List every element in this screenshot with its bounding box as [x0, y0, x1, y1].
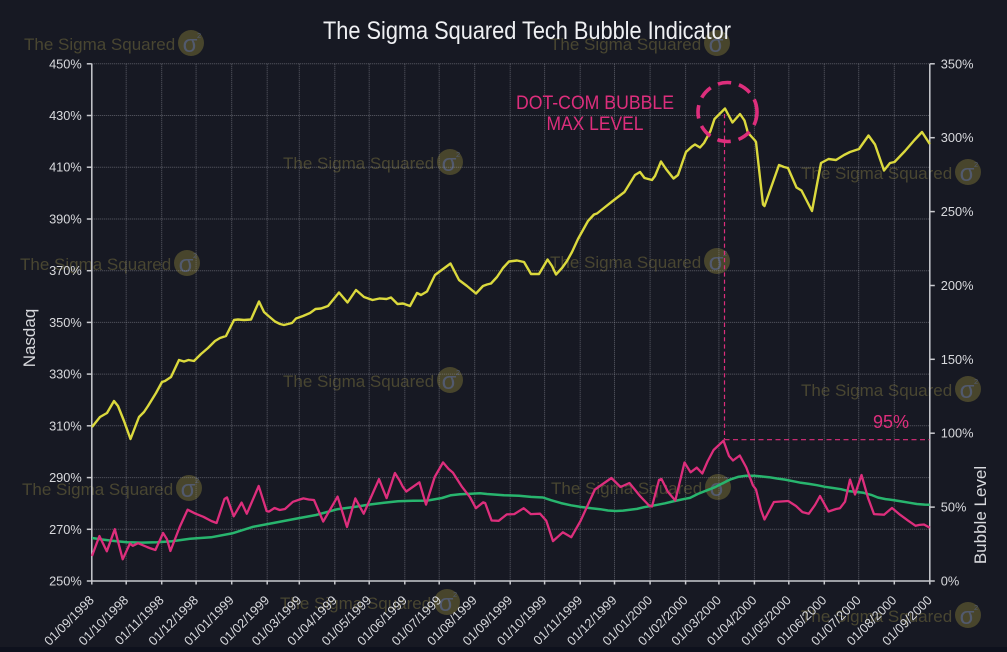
svg-text:The Sigma Squared: The Sigma Squared [283, 372, 434, 391]
svg-text:2: 2 [197, 31, 201, 40]
svg-text:2: 2 [456, 368, 460, 377]
svg-text:300%: 300% [941, 130, 974, 145]
svg-text:σ: σ [442, 368, 457, 395]
svg-text:The Sigma Squared: The Sigma Squared [24, 35, 175, 54]
svg-text:0%: 0% [941, 574, 960, 589]
svg-text:370%: 370% [49, 263, 82, 278]
svg-text:σ: σ [183, 31, 198, 58]
svg-text:DOT-COM BUBBLE: DOT-COM BUBBLE [516, 92, 674, 114]
svg-text:The Sigma Squared: The Sigma Squared [283, 154, 434, 173]
svg-text:σ: σ [960, 603, 975, 630]
svg-text:Bubble Level: Bubble Level [971, 466, 990, 564]
svg-text:Nasdaq: Nasdaq [20, 309, 39, 368]
svg-text:250%: 250% [49, 574, 82, 589]
svg-text:The Sigma Squared: The Sigma Squared [801, 381, 952, 400]
svg-text:2: 2 [453, 590, 457, 599]
svg-text:2: 2 [193, 251, 197, 260]
svg-text:450%: 450% [49, 56, 82, 71]
svg-text:350%: 350% [49, 315, 82, 330]
svg-text:2: 2 [723, 31, 727, 40]
svg-text:150%: 150% [941, 352, 974, 367]
svg-text:The Sigma Squared: The Sigma Squared [280, 594, 431, 613]
svg-text:270%: 270% [49, 522, 82, 537]
svg-text:The Sigma Squared: The Sigma Squared [550, 253, 701, 272]
svg-text:The Sigma Squared: The Sigma Squared [550, 35, 701, 54]
svg-text:2: 2 [974, 377, 978, 386]
svg-text:σ: σ [709, 31, 724, 58]
svg-text:σ: σ [960, 160, 975, 187]
svg-text:The Sigma Squared: The Sigma Squared [801, 164, 952, 183]
svg-text:2: 2 [974, 160, 978, 169]
svg-text:250%: 250% [941, 204, 974, 219]
svg-text:σ: σ [439, 590, 454, 617]
svg-text:430%: 430% [49, 108, 82, 123]
svg-text:2: 2 [724, 475, 728, 484]
svg-text:MAX LEVEL: MAX LEVEL [547, 113, 644, 135]
svg-text:290%: 290% [49, 470, 82, 485]
svg-text:100%: 100% [941, 426, 974, 441]
svg-text:The Sigma Squared: The Sigma Squared [801, 607, 952, 626]
svg-text:σ: σ [181, 476, 196, 503]
svg-text:350%: 350% [941, 56, 974, 71]
svg-text:2: 2 [456, 150, 460, 159]
svg-text:σ: σ [709, 249, 724, 276]
svg-text:The Sigma Squared: The Sigma Squared [20, 255, 171, 274]
svg-text:95%: 95% [873, 412, 909, 432]
svg-text:The Sigma Squared Tech Bubble: The Sigma Squared Tech Bubble Indicator [323, 17, 731, 45]
svg-text:σ: σ [710, 475, 725, 502]
svg-text:2: 2 [974, 603, 978, 612]
svg-text:200%: 200% [941, 278, 974, 293]
svg-text:The Sigma Squared: The Sigma Squared [22, 480, 173, 499]
svg-text:310%: 310% [49, 418, 82, 433]
svg-text:σ: σ [442, 150, 457, 177]
svg-text:50%: 50% [941, 500, 967, 515]
svg-text:410%: 410% [49, 160, 82, 175]
svg-text:2: 2 [195, 476, 199, 485]
svg-text:σ: σ [179, 251, 194, 278]
svg-text:390%: 390% [49, 212, 82, 227]
svg-text:330%: 330% [49, 367, 82, 382]
svg-text:σ: σ [960, 377, 975, 404]
